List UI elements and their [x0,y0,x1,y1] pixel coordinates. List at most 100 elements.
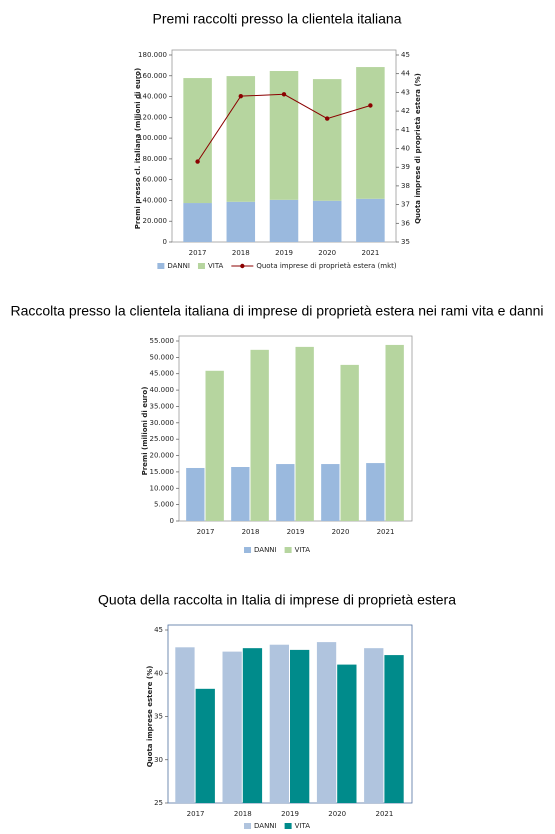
legend-marker [240,263,245,269]
bar-segment [269,199,299,242]
chart-title: Quota della raccolta in Italia di impres… [98,592,456,608]
y2-tick-label: 39 [401,163,410,171]
bar [321,464,340,521]
x-tick-label: 2020 [318,249,336,257]
bar-segment [183,78,212,204]
legend-label: Quota imprese di proprietà estera (mkt) [256,262,397,270]
legend-label: DANNI [254,822,277,830]
y2-tick-label: 41 [401,126,410,134]
bar-segment [226,201,256,242]
line-point [195,159,200,164]
legend-swatch [284,823,292,829]
y-tick-label: 40.000 [150,386,175,394]
bar [231,467,250,521]
bar [205,370,224,521]
bar [364,648,384,803]
x-tick-label: 2019 [281,810,299,818]
x-tick-label: 2018 [234,810,252,818]
bar [337,664,357,803]
y-tick-label: 20.000 [150,452,175,460]
bar [295,346,314,521]
y-tick-label: 25.000 [150,435,175,443]
line-point [281,92,287,97]
x-tick-label: 2017 [187,810,205,818]
legend-label: VITA [295,822,311,830]
y-tick-label: 55.000 [150,337,175,345]
y-tick-label: 40 [154,669,163,677]
legend-swatch [244,823,252,829]
bar [385,344,404,521]
x-tick-label: 2017 [197,528,215,536]
y-tick-label: 15.000 [150,468,175,476]
x-tick-label: 2017 [189,249,207,257]
bar [366,463,385,521]
y-tick-label: 40.000 [143,196,168,204]
bar [290,649,310,803]
y2-tick-label: 43 [401,88,410,96]
bar [384,655,404,803]
x-tick-label: 2018 [242,528,260,536]
y-tick-label: 50.000 [150,353,175,361]
line-point [238,93,243,99]
legend-swatch [197,263,205,269]
y-tick-label: 160.000 [138,72,167,80]
y-tick-label: 0 [163,238,167,246]
y2-tick-label: 38 [401,182,410,190]
y2-axis-label: Quota imprese di proprietà estera (%) [414,73,422,224]
y-tick-label: 20.000 [143,217,168,225]
legend-swatch [157,263,165,269]
y-axis-label: Premi presso cl. italiana (milioni di eu… [134,68,142,229]
legend-label: VITA [295,546,311,554]
bar [316,642,337,803]
y2-tick-label: 37 [401,201,410,209]
y-tick-label: 35 [154,713,163,721]
y-tick-label: 80.000 [143,155,168,163]
y2-tick-label: 35 [401,238,410,246]
y-tick-label: 30.000 [150,419,175,427]
x-tick-label: 2019 [275,249,293,257]
legend-label: VITA [208,262,224,270]
line-point [325,116,330,121]
y-tick-label: 60.000 [143,176,168,184]
y-tick-label: 45 [154,626,163,634]
bar [276,464,295,521]
bar [195,688,215,803]
legend-swatch [244,547,252,553]
bar-segment [356,198,385,242]
y-tick-label: 120.000 [138,113,167,121]
y-tick-label: 25 [154,799,163,807]
bar [250,349,269,521]
legend-label: DANNI [167,262,190,270]
x-tick-label: 2021 [375,810,393,818]
x-tick-label: 2021 [361,249,379,257]
legend-label: DANNI [254,546,277,554]
bar [340,364,359,521]
y-axis-label: Quota imprese estere (%) [146,666,154,768]
bar-segment [183,203,212,242]
y-tick-label: 100.000 [138,134,167,142]
line-point [368,103,373,108]
y-tick-label: 5.000 [154,501,174,509]
y-tick-label: 180.000 [138,51,167,59]
y2-tick-label: 45 [401,51,410,59]
y2-tick-label: 40 [401,145,410,153]
x-tick-label: 2020 [332,528,350,536]
x-tick-label: 2018 [232,249,250,257]
bar-segment [356,67,385,199]
y-axis-label: Premi (milioni di euro) [141,387,149,476]
x-tick-label: 2020 [328,810,346,818]
bar [269,644,289,803]
legend-swatch [284,547,292,553]
bar [175,647,195,803]
bar-segment [312,79,342,201]
bar [222,651,242,803]
x-tick-label: 2021 [377,528,395,536]
y2-tick-label: 42 [401,107,410,115]
bar-segment [269,70,299,200]
chart-title: Premi raccolti presso la clientela itali… [153,11,402,27]
y-tick-label: 45.000 [150,370,175,378]
y-tick-label: 0 [170,517,174,525]
bar [186,467,205,521]
x-tick-label: 2019 [287,528,305,536]
